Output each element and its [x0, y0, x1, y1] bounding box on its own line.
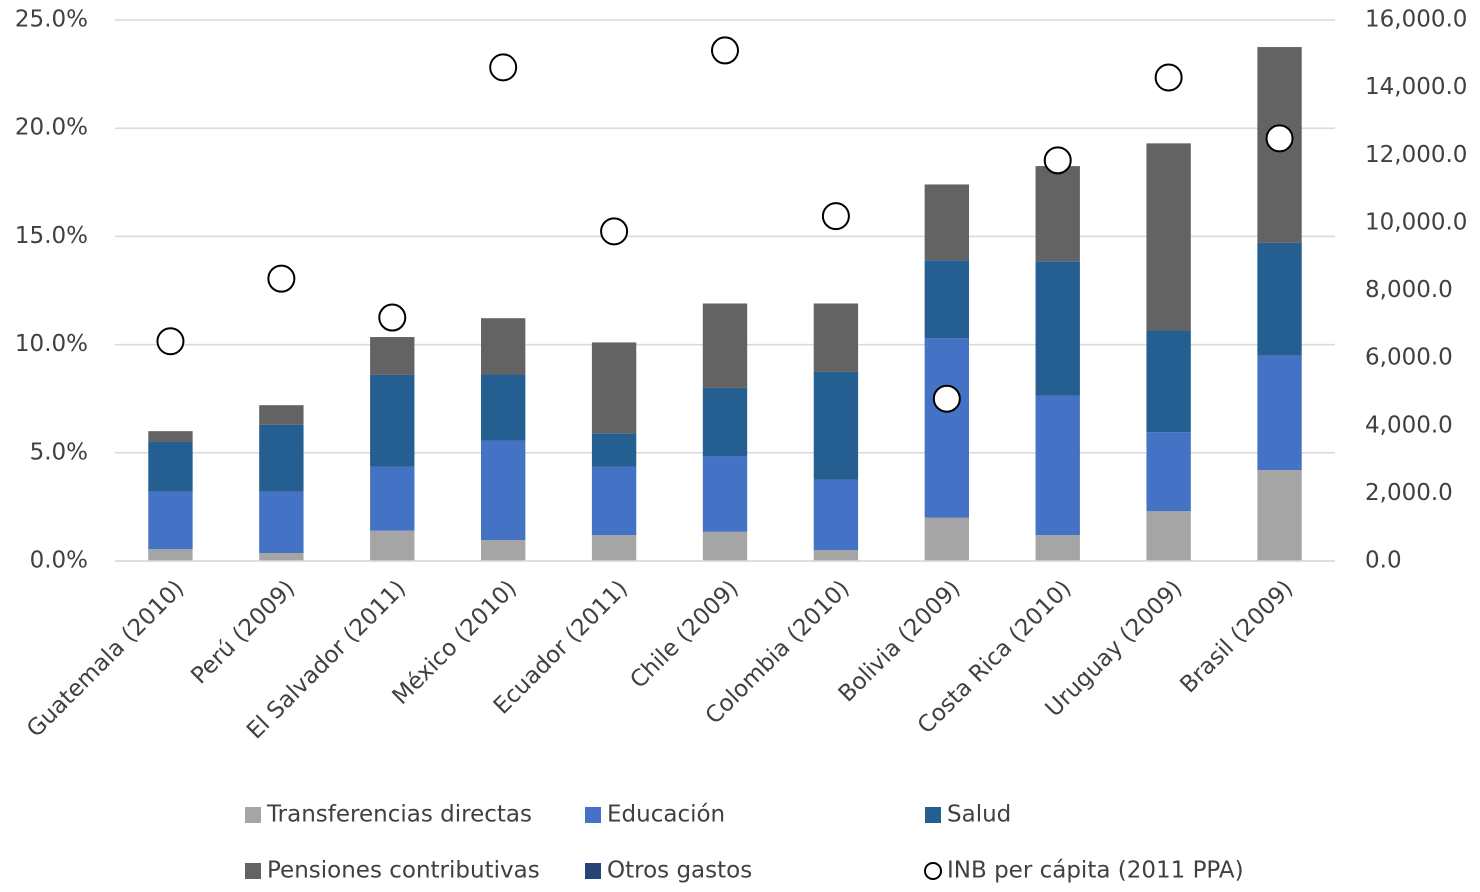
- bar-segment: [1146, 511, 1191, 561]
- bar-segment: [1035, 395, 1080, 536]
- y2-tick-label: 0.0: [1365, 548, 1402, 574]
- y-tick-label: 5.0%: [30, 439, 88, 465]
- bar-segment: [1035, 261, 1080, 396]
- y2-tick-label: 16,000.0: [1365, 7, 1467, 33]
- scatter-point: [1154, 63, 1183, 92]
- scatter-point: [711, 36, 739, 65]
- x-tick-label: Guatemala (2010): [22, 575, 189, 742]
- bar-segment: [813, 550, 859, 561]
- legend-marker: [924, 862, 942, 880]
- bar-segment: [481, 540, 526, 561]
- bar-segment: [148, 549, 193, 561]
- y-tick-label: 0.0%: [30, 548, 88, 574]
- bar-segment: [924, 338, 969, 518]
- bar-segment: [813, 303, 859, 372]
- y-tick-label: 15.0%: [15, 223, 88, 249]
- bar-segment: [148, 491, 193, 550]
- bar-segment: [591, 535, 637, 561]
- scatter-point: [489, 53, 518, 82]
- legend-label: Educación: [607, 802, 725, 828]
- bar-segment: [1035, 535, 1080, 561]
- bar-segment: [259, 552, 304, 561]
- bar-segment: [702, 387, 748, 457]
- y2-tick-label: 14,000.0: [1365, 74, 1467, 100]
- y2-tick-label: 6,000.0: [1365, 345, 1453, 371]
- legend-marker: [925, 807, 941, 823]
- x-tick-label: Chile (2009): [625, 575, 743, 693]
- bar-segment: [813, 371, 859, 480]
- y2-tick-label: 10,000.0: [1365, 209, 1467, 235]
- bar-segment: [702, 456, 748, 532]
- scatter-point: [932, 384, 961, 413]
- scatter-point: [156, 327, 185, 356]
- legend-marker: [585, 807, 601, 823]
- bar-segment: [591, 466, 637, 536]
- bar-segment: [702, 531, 748, 561]
- legend-label: INB per cápita (2011 PPA): [947, 858, 1244, 884]
- legend-marker: [245, 807, 261, 823]
- bar-segment: [1035, 166, 1080, 262]
- bar-segment: [481, 318, 526, 375]
- scatter-point: [600, 217, 629, 246]
- bar-segment: [481, 440, 526, 541]
- bar-segment: [924, 184, 969, 261]
- bar-segment: [924, 517, 969, 561]
- bar-segment: [148, 441, 193, 492]
- legend-label: Pensiones contributivas: [267, 858, 540, 884]
- x-tick-label: Brasil (2009): [1175, 575, 1298, 698]
- scatter-point: [1043, 146, 1072, 175]
- legend-label: Salud: [947, 802, 1011, 828]
- x-tick-label: Perú (2009): [186, 575, 300, 689]
- bar-segment: [1146, 143, 1191, 331]
- y2-tick-label: 12,000.0: [1365, 142, 1467, 168]
- bar-segment: [924, 260, 969, 339]
- scatter-point: [1265, 124, 1294, 153]
- bar-segment: [259, 491, 304, 553]
- bar-segment: [1257, 355, 1302, 471]
- bar-segment: [481, 374, 526, 441]
- bar-segment: [813, 479, 859, 551]
- legend-marker: [585, 863, 601, 879]
- bar-segment: [1146, 432, 1191, 512]
- bar-segment: [370, 374, 415, 467]
- bar-segment: [259, 424, 304, 492]
- bar-segment: [259, 405, 304, 425]
- bar-segment: [370, 530, 415, 561]
- y-tick-label: 20.0%: [15, 115, 88, 141]
- legend-label: Transferencias directas: [266, 802, 532, 828]
- y2-tick-label: 4,000.0: [1365, 412, 1453, 438]
- bar-segment: [370, 337, 415, 375]
- bar-segment: [591, 342, 637, 434]
- bar-segment: [1257, 242, 1302, 356]
- bar-segment: [591, 433, 637, 467]
- bar-segment: [1257, 470, 1302, 561]
- y-tick-label: 25.0%: [15, 7, 88, 33]
- scatter-point: [821, 202, 850, 231]
- y2-tick-label: 2,000.0: [1365, 480, 1453, 506]
- bar-segment: [1146, 330, 1191, 433]
- scatter-point: [378, 303, 407, 332]
- bar-segment: [702, 303, 748, 388]
- y2-tick-label: 8,000.0: [1365, 277, 1453, 303]
- bar-segment: [148, 431, 193, 442]
- y-tick-label: 10.0%: [15, 331, 88, 357]
- legend-marker: [245, 863, 261, 879]
- bar-segment: [370, 466, 415, 531]
- scatter-point: [267, 264, 296, 293]
- legend-label: Otros gastos: [607, 858, 752, 884]
